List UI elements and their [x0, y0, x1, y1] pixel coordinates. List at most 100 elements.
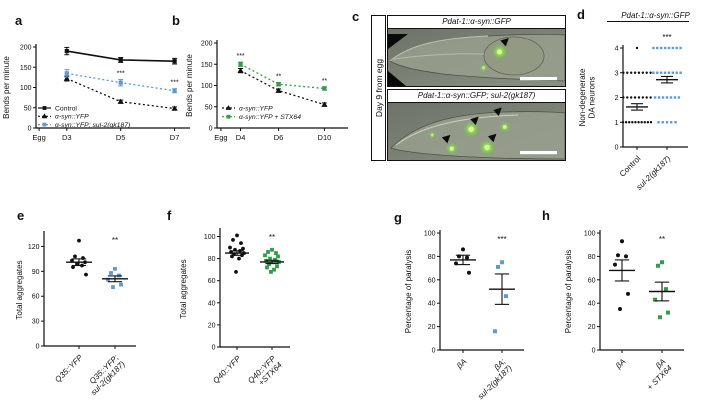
marker-dot: [465, 255, 469, 260]
marker-square: [109, 271, 113, 275]
marker-square: [671, 71, 675, 74]
marker-dot: [228, 245, 232, 250]
marker-square: [653, 297, 657, 302]
y-tick-label: 60: [208, 278, 216, 285]
gfp-spot-core: [496, 49, 503, 55]
marker-square: [653, 96, 657, 99]
y-tick-label: 90: [32, 269, 40, 276]
x-tick-label: D3: [62, 133, 72, 142]
marker-square: [659, 71, 663, 74]
marker-square: [274, 251, 278, 255]
scale-bar: [520, 151, 557, 155]
legend-label: α-syn::YFP; sul-2(gk187): [55, 122, 130, 129]
marker-dot: [646, 121, 650, 124]
marker-dot: [621, 121, 625, 124]
y-tick-label: 0: [36, 344, 40, 351]
marker-dot: [622, 71, 625, 74]
marker-dot: [622, 96, 625, 99]
significance-label: ***: [236, 53, 244, 60]
marker-square: [113, 266, 117, 271]
marker-square: [673, 96, 677, 99]
panel-label-b: b: [172, 13, 180, 28]
panel-label-e: e: [17, 208, 25, 223]
y-tick-label: 40: [588, 301, 596, 308]
group-label: βA;sul-2(gk187): [470, 357, 514, 401]
micrograph-title-top: Pdat-1::α-syn::GFP: [388, 16, 565, 29]
marker-square: [659, 46, 663, 50]
marker-triangle: [225, 105, 232, 110]
marker-square: [656, 46, 659, 50]
gfp-spot-core: [484, 144, 490, 151]
gfp-spot-core: [468, 126, 474, 132]
marker-dot: [620, 239, 624, 244]
marker-triangle: [321, 101, 328, 107]
marker-triangle: [171, 105, 178, 111]
marker-triangle: [63, 75, 70, 81]
marker-square: [269, 269, 273, 274]
significance-label: **: [269, 233, 275, 242]
arrowhead-icon: [470, 116, 479, 126]
y-axis-label: Bends per minute: [2, 56, 11, 119]
panel-b-chart: 0 50 100 150 200 Bends per minute Egg D4 D6 D10 α-…: [185, 40, 348, 142]
y-tick-label: 20: [428, 324, 436, 331]
marker-square: [652, 71, 655, 74]
panel-label-f: f: [167, 208, 172, 223]
marker-square: [226, 114, 231, 119]
marker-triangle: [117, 98, 124, 104]
y-tick-label: 2: [615, 95, 619, 102]
marker-square: [656, 71, 659, 74]
marker-square: [675, 71, 678, 74]
marker-dot: [71, 265, 75, 270]
x-tick-label: Egg: [32, 133, 45, 142]
marker-dot: [637, 96, 641, 99]
day-from-egg-label: Day 9 from egg: [371, 15, 386, 161]
x-tick-label: D4: [236, 133, 246, 142]
marker-dot: [239, 241, 243, 246]
micrograph-image-top: [388, 29, 565, 86]
y-tick-label: 4: [615, 46, 619, 53]
panel-a-chart: 0 50 100 150 200 Bends per minute Egg D3 D5 D7 Con…: [2, 44, 190, 142]
y-tick-label: 40: [208, 300, 216, 307]
y-tick-label: 50: [205, 104, 213, 111]
marker-square: [504, 294, 508, 299]
micrograph-column: Pdat-1::α-syn::GFP Pdat-1::α-syn::GFP; s…: [387, 15, 566, 161]
marker-dot: [640, 121, 643, 124]
marker-dot: [633, 96, 637, 99]
marker-square: [677, 96, 681, 99]
marker-square: [275, 264, 279, 269]
legend-label: α-syn::YFP: [55, 114, 89, 121]
marker-square: [679, 46, 682, 50]
group-label: Control: [618, 154, 643, 179]
legend-label: Control: [55, 105, 77, 112]
significance-label: **: [659, 235, 665, 244]
micrograph-title-bottom: Pdat-1::α-syn::GFP; sul-2(gk187): [388, 90, 565, 103]
micrograph-image-bottom: [388, 103, 565, 160]
marker-square: [664, 287, 668, 292]
marker-dot: [77, 238, 81, 243]
marker-square: [42, 122, 47, 127]
panel-label-c: c: [352, 9, 360, 24]
series-line: [240, 63, 325, 90]
panel-h-chart: 0 20 40 60 80 100 Percentage of paralysis βA βA+…: [564, 230, 684, 392]
day-from-egg-text: Day 9 from egg: [373, 58, 384, 118]
marker-square: [666, 310, 670, 315]
marker-dot: [635, 46, 639, 50]
marker-square: [663, 46, 667, 50]
marker-square: [272, 267, 276, 272]
marker-square: [661, 121, 664, 124]
marker-square: [118, 80, 123, 85]
y-tick-label: 150: [20, 65, 32, 72]
group-label: βA: [613, 357, 627, 371]
marker-dot: [631, 121, 634, 124]
y-tick-label: 3: [615, 70, 619, 77]
marker-dot: [616, 253, 620, 258]
marker-square: [657, 96, 661, 99]
group-label: Q40::YFP: [211, 354, 243, 386]
marker-dot: [641, 71, 645, 74]
marker-dot: [75, 261, 79, 266]
y-tick-label: 0: [432, 348, 436, 355]
y-tick-label: 0: [615, 145, 619, 152]
marker-dot: [467, 270, 471, 275]
